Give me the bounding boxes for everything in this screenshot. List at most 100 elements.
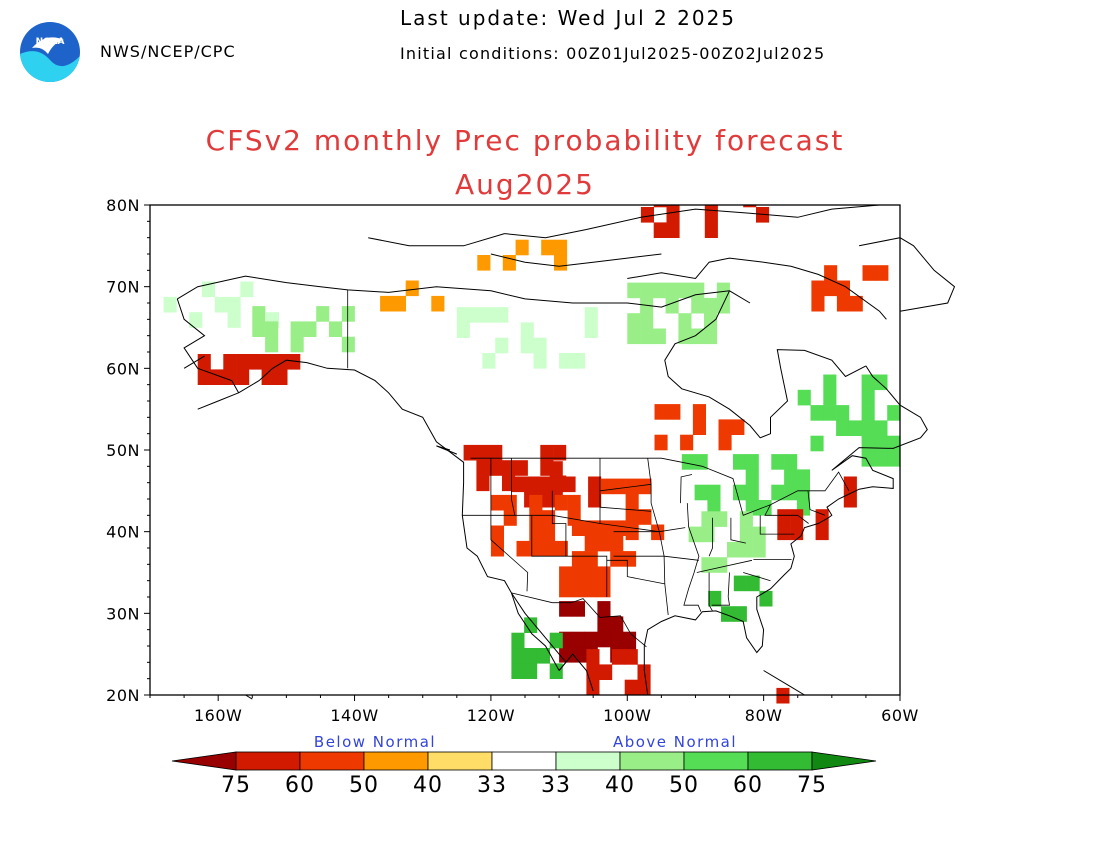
prob-cell-ontario-manitoba <box>718 434 732 451</box>
prob-cell-nunavut <box>716 282 730 299</box>
prob-cell-quebec-labrador <box>836 420 850 436</box>
prob-cell-greenland-west <box>836 295 850 312</box>
border-segment <box>551 490 608 597</box>
colorbar-label: 33 <box>541 773 571 798</box>
prob-cell-northwest-territories <box>456 307 470 323</box>
prob-cell-baja-coast <box>511 663 525 679</box>
colorbar-segment <box>299 751 365 771</box>
prob-cell-arctic-islands-north <box>653 205 667 208</box>
lon-tick-label: 140W <box>330 706 378 725</box>
border-segment <box>490 458 529 592</box>
prob-cell-great-lakes <box>681 454 695 470</box>
prob-cell-mexico-north <box>610 631 624 648</box>
prob-cell-arctic-islands-north <box>666 207 680 223</box>
prob-cell-mexico-central <box>611 649 625 665</box>
prob-cell-quebec-labrador <box>861 405 875 421</box>
initial-conditions: Initial conditions: 00Z01Jul2025-00Z02Ju… <box>400 44 826 63</box>
prob-cell-southern-rockies <box>571 566 585 582</box>
prob-cell-ontario-manitoba <box>731 419 745 435</box>
prob-cell-arctic-islands-west <box>515 239 529 256</box>
prob-cell-ontario-manitoba <box>654 404 668 420</box>
coastline-segment <box>504 204 880 239</box>
prob-cell-great-basin <box>490 525 504 542</box>
prob-cell-great-lakes <box>771 484 785 501</box>
prob-cell-baja-coast <box>511 648 525 664</box>
prob-cell-alaska-south <box>287 354 301 370</box>
border-segment <box>743 572 771 582</box>
prob-cell-great-basin <box>529 525 543 542</box>
lat-tick-label: 30N <box>106 604 140 623</box>
prob-cell-great-lakes <box>745 484 759 501</box>
prob-cell-quebec-labrador <box>836 405 850 421</box>
coastline-segment <box>238 359 567 671</box>
prob-cell-alaska-south <box>274 354 288 370</box>
colorbar-segment <box>555 751 621 771</box>
prob-cell-northwest-territories <box>533 353 547 369</box>
prob-cell-arctic-islands-west <box>554 239 568 256</box>
prob-cell-ohio-valley <box>739 541 753 558</box>
prob-cell-southeast <box>759 590 773 607</box>
agency-label: NWS/NCEP/CPC <box>100 42 236 61</box>
colorbar-label: 75 <box>797 773 827 798</box>
prob-cell-quebec-labrador <box>861 435 875 452</box>
colorbar-segment <box>619 751 685 771</box>
border-segment <box>680 474 693 504</box>
prob-cell-quebec-labrador <box>823 389 837 406</box>
prob-cell-southern-rockies <box>559 581 573 598</box>
prob-cell-great-basin <box>542 540 556 557</box>
prob-cell-alaska-interior <box>303 321 317 337</box>
prob-cell-central-plains <box>638 478 652 495</box>
prob-cell-great-basin <box>554 540 568 557</box>
prob-cell-yukon <box>405 280 419 297</box>
prob-cell-baja-coast <box>549 632 563 649</box>
prob-cell-mexico-central <box>586 649 600 665</box>
prob-cell-mexico-central <box>637 679 651 696</box>
prob-cell-northwest-territories <box>469 307 483 323</box>
prob-cell-mexico-central <box>624 649 638 665</box>
coastline-segment <box>510 592 560 671</box>
noaa-logo: NOAA <box>20 22 80 82</box>
colorbar-label: 60 <box>285 773 315 798</box>
prob-cell-mexico-north <box>571 631 585 648</box>
border-segment <box>696 559 753 573</box>
coastline-segment <box>368 233 505 247</box>
prob-cell-nunavut <box>678 313 692 329</box>
prob-cell-quebec-labrador <box>797 389 811 406</box>
coastline-segment <box>177 275 751 308</box>
prob-cell-pacific-northwest <box>502 460 516 476</box>
lat-tick-label: 40N <box>106 523 140 542</box>
border-segment <box>759 515 795 535</box>
coastline-segment <box>490 253 662 267</box>
prob-cell-arctic-islands-north <box>704 222 718 238</box>
border-segment <box>647 458 669 616</box>
prob-cell-ohio-valley <box>727 541 741 558</box>
prob-cell-greenland-west <box>811 280 825 297</box>
prob-cell-southeast <box>733 606 747 622</box>
prob-cell-great-lakes <box>745 454 759 470</box>
prob-cell-northern-rockies <box>536 476 550 493</box>
prob-cell-quebec-labrador <box>810 435 824 452</box>
prob-cell-alaska-north-slope <box>240 281 254 298</box>
colorbar-label: 40 <box>413 773 443 798</box>
prob-cell-northwest-territories <box>559 353 573 369</box>
prob-cell-quebec-labrador <box>848 420 862 436</box>
prob-cell-alaska-south <box>261 369 275 385</box>
prob-cell-great-lakes <box>796 484 810 501</box>
prob-cell-arctic-islands-north <box>756 207 770 223</box>
prob-cell-mexico-north <box>559 601 573 617</box>
prob-cell-arctic-islands-north <box>743 205 757 208</box>
colorbar-segment <box>427 751 493 771</box>
prob-cell-mexico-north <box>584 631 598 648</box>
prob-cell-northern-rockies <box>511 476 525 493</box>
prob-cell-nunavut <box>640 313 654 329</box>
prob-cell-northern-rockies <box>524 476 538 493</box>
prob-cell-nunavut <box>678 328 692 345</box>
prob-cell-yukon <box>380 295 394 312</box>
prob-cell-quebec-labrador <box>874 435 888 452</box>
prob-cell-alaska-interior <box>290 321 304 337</box>
colorbar-label: 40 <box>605 773 635 798</box>
prob-cell-northwest-territories <box>482 353 496 369</box>
prob-cell-nunavut <box>665 297 679 314</box>
prob-cell-mexico-north <box>571 601 585 617</box>
